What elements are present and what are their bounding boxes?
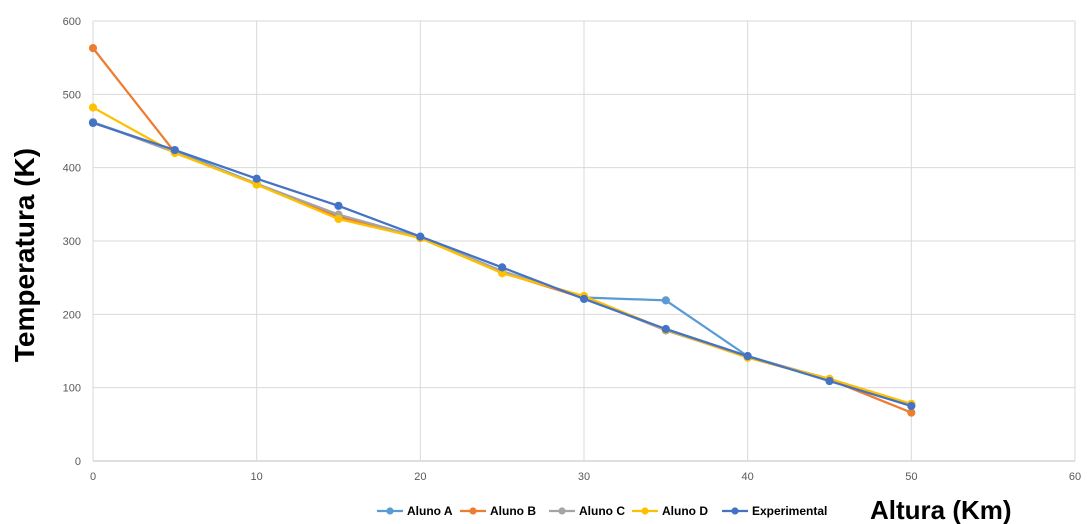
x-tick-label: 20 (414, 471, 426, 483)
series-aluno-b (88, 44, 916, 417)
y-tick-label: 100 (63, 383, 81, 395)
y-tick-label: 0 (75, 456, 81, 468)
legend-item-aluno-d: Aluno D (632, 504, 708, 518)
data-point-aluno-d (88, 103, 98, 112)
series-lines (88, 44, 916, 417)
legend-label-aluno-d: Aluno D (662, 504, 708, 518)
data-point-experimental (416, 232, 425, 241)
y-tick-label: 600 (63, 16, 81, 28)
legend-label-aluno-a: Aluno A (407, 504, 453, 518)
data-point-experimental (334, 201, 343, 210)
legend-item-aluno-a: Aluno A (377, 504, 453, 518)
data-point-experimental (743, 352, 752, 361)
grid-lines (92, 20, 1076, 462)
x-tick-label: 0 (90, 471, 96, 483)
x-tick-label: 10 (251, 471, 263, 483)
data-point-experimental (170, 145, 179, 155)
tick-labels: 0 100 200 300 400 500 600 0 10 20 30 40 50 60 (63, 16, 1081, 483)
data-point-experimental (825, 376, 834, 386)
y-tick-label: 200 (63, 309, 81, 321)
series-aluno-d (88, 103, 916, 408)
data-point-experimental (88, 118, 98, 128)
data-point-experimental (579, 294, 589, 304)
series-line-aluno-b (91, 47, 913, 414)
legend-swatch-marker (731, 507, 739, 515)
legend-swatch-marker (386, 507, 394, 515)
x-tick-label: 60 (1069, 471, 1081, 483)
y-tick-label: 400 (63, 163, 81, 175)
data-point-experimental (907, 401, 916, 411)
legend-item-experimental: Experimental (722, 504, 827, 518)
data-point-aluno-d (334, 214, 343, 224)
x-tick-label: 50 (905, 471, 917, 483)
y-tick-label: 500 (63, 89, 81, 101)
series-experimental (88, 118, 916, 411)
data-point-experimental (252, 174, 261, 183)
legend-item-aluno-b: Aluno B (460, 504, 536, 518)
legend-label-experimental: Experimental (752, 504, 827, 518)
y-tick-label: 300 (63, 236, 81, 248)
x-axis-title: Altura (Km) (870, 495, 1012, 524)
legend: Aluno A Aluno B Aluno C Aluno D Experimental (377, 504, 827, 518)
data-point-aluno-b (88, 44, 98, 53)
data-point-aluno-a (661, 296, 670, 305)
legend-swatch-marker (469, 507, 477, 515)
legend-swatch-marker (558, 507, 566, 515)
x-tick-label: 30 (578, 471, 590, 483)
legend-label-aluno-c: Aluno C (579, 504, 625, 518)
legend-label-aluno-b: Aluno B (490, 504, 536, 518)
data-point-experimental (498, 263, 507, 272)
y-axis-title: Temperatura (K) (9, 148, 40, 362)
x-tick-label: 40 (742, 471, 754, 483)
legend-swatch-marker (641, 507, 649, 515)
series-line-aluno-d (91, 106, 913, 405)
legend-item-aluno-c: Aluno C (549, 504, 625, 518)
data-point-experimental (661, 324, 670, 334)
